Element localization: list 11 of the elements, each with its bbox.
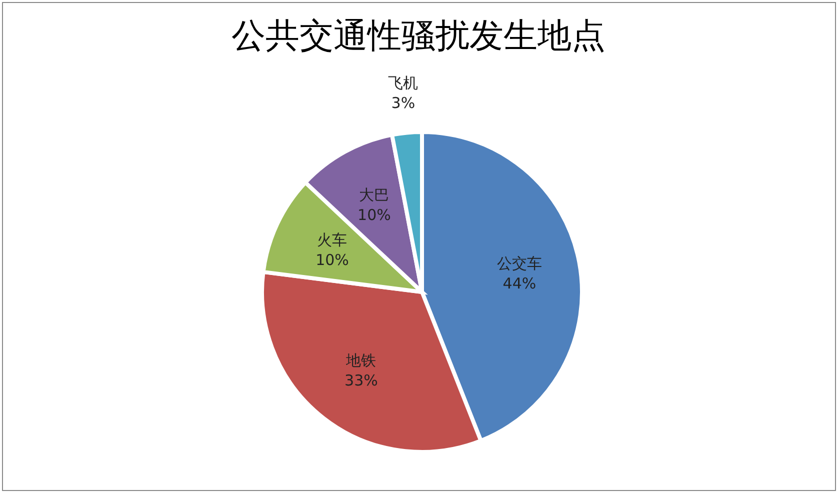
data-label: 44%	[502, 274, 536, 292]
slice-label: 火车	[317, 230, 348, 249]
slice-label: 公交车	[496, 254, 542, 272]
chart-title: 公共交通性骚扰发生地点	[232, 16, 606, 56]
slice-label: 大巴	[359, 186, 390, 204]
slice-label: 地铁	[345, 351, 376, 370]
slice-label: 飞机	[388, 74, 418, 92]
data-label: 10%	[358, 206, 391, 224]
data-label: 10%	[316, 250, 349, 269]
data-label: 33%	[344, 371, 378, 390]
data-label: 3%	[391, 94, 416, 112]
